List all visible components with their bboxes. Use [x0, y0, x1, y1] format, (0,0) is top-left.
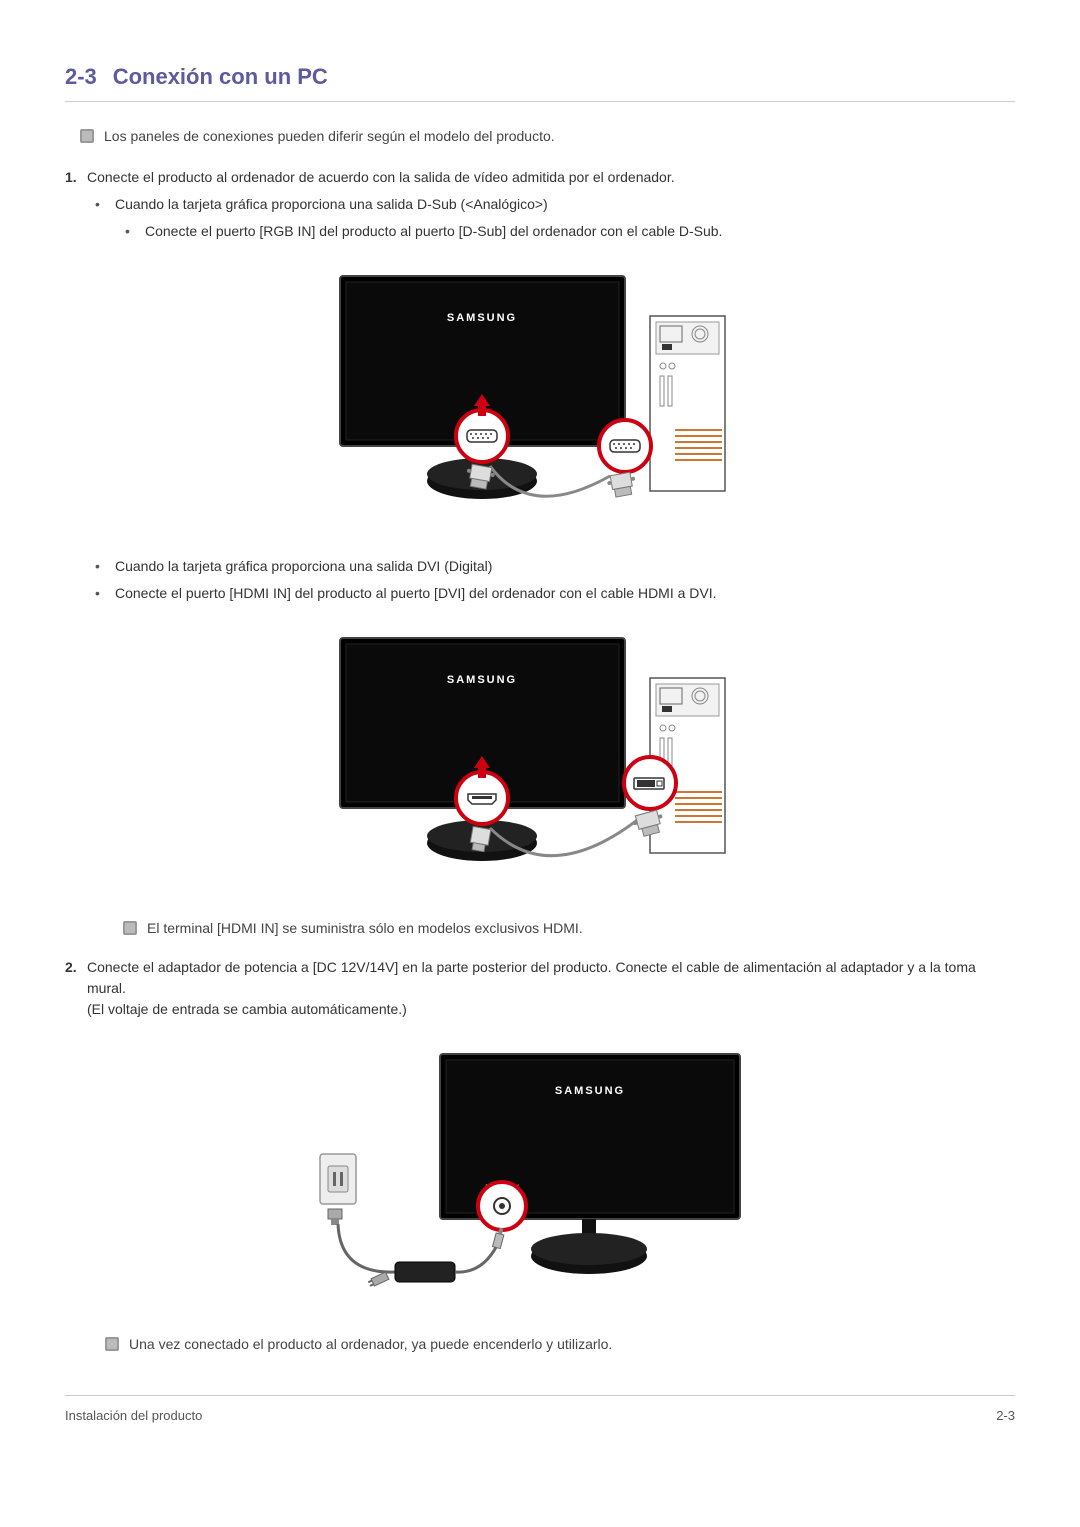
note-icon	[80, 129, 94, 143]
figure-power-connection: SAMSUNG DC 12V/14V	[65, 1044, 1015, 1304]
step-2-text: Conecte el adaptador de potencia a [DC 1…	[87, 957, 1015, 999]
note-icon	[123, 921, 137, 935]
note-text: Los paneles de conexiones pueden diferir…	[104, 126, 555, 147]
bullet-mark: •	[95, 556, 115, 577]
note-text: El terminal [HDMI IN] se suministra sólo…	[147, 918, 583, 939]
footer-right: 2-3	[996, 1406, 1015, 1426]
footer-left: Instalación del producto	[65, 1406, 202, 1426]
step-1-label: 1.	[65, 167, 87, 188]
bullet-mark: •	[125, 221, 145, 242]
bullet-text: Conecte el puerto [HDMI IN] del producto…	[115, 583, 717, 604]
bullet-mark: •	[95, 583, 115, 604]
step-1-bullet-a: • Cuando la tarjeta gráfica proporciona …	[95, 194, 1015, 215]
diagram-rgb: SAMSUNG RGB IN	[330, 266, 750, 526]
bullet-text: Cuando la tarjeta gráfica proporciona un…	[115, 194, 548, 215]
step-2-text2: (El voltaje de entrada se cambia automát…	[87, 999, 1015, 1020]
brand-label: SAMSUNG	[447, 312, 517, 324]
note-text: Una vez conectado el producto al ordenad…	[129, 1334, 612, 1355]
brand-label: SAMSUNG	[447, 674, 517, 686]
step-2-label: 2.	[65, 957, 87, 1020]
bullet-mark: •	[95, 194, 115, 215]
step-1-text: Conecte el producto al ordenador de acue…	[87, 167, 675, 188]
hdmi-note: El terminal [HDMI IN] se suministra sólo…	[123, 918, 1015, 939]
section-title: Conexión con un PC	[113, 60, 328, 93]
step-1-bullet-b-sub: • Conecte el puerto [HDMI IN] del produc…	[95, 583, 1015, 604]
bullet-text: Cuando la tarjeta gráfica proporciona un…	[115, 556, 492, 577]
bullet-text: Conecte el puerto [RGB IN] del producto …	[145, 221, 722, 242]
step-1-bullet-b: • Cuando la tarjeta gráfica proporciona …	[95, 556, 1015, 577]
final-note: Una vez conectado el producto al ordenad…	[105, 1334, 1015, 1355]
info-note: Los paneles de conexiones pueden diferir…	[80, 126, 1015, 147]
note-icon	[105, 1337, 119, 1351]
diagram-hdmi: SAMSUNG HDMI IN	[330, 628, 750, 888]
section-header: 2-3 Conexión con un PC	[65, 60, 1015, 102]
diagram-power: SAMSUNG DC 12V/14V	[310, 1044, 770, 1304]
step-1-bullet-a-sub: • Conecte el puerto [RGB IN] del product…	[125, 221, 1015, 242]
figure-hdmi-connection: SAMSUNG HDMI IN	[65, 628, 1015, 888]
brand-label: SAMSUNG	[555, 1085, 625, 1097]
figure-rgb-connection: SAMSUNG RGB IN	[65, 266, 1015, 526]
page-footer: Instalación del producto 2-3	[65, 1395, 1015, 1426]
step-1: 1. Conecte el producto al ordenador de a…	[65, 167, 1015, 188]
step-2: 2. Conecte el adaptador de potencia a [D…	[65, 957, 1015, 1020]
section-number: 2-3	[65, 60, 97, 93]
